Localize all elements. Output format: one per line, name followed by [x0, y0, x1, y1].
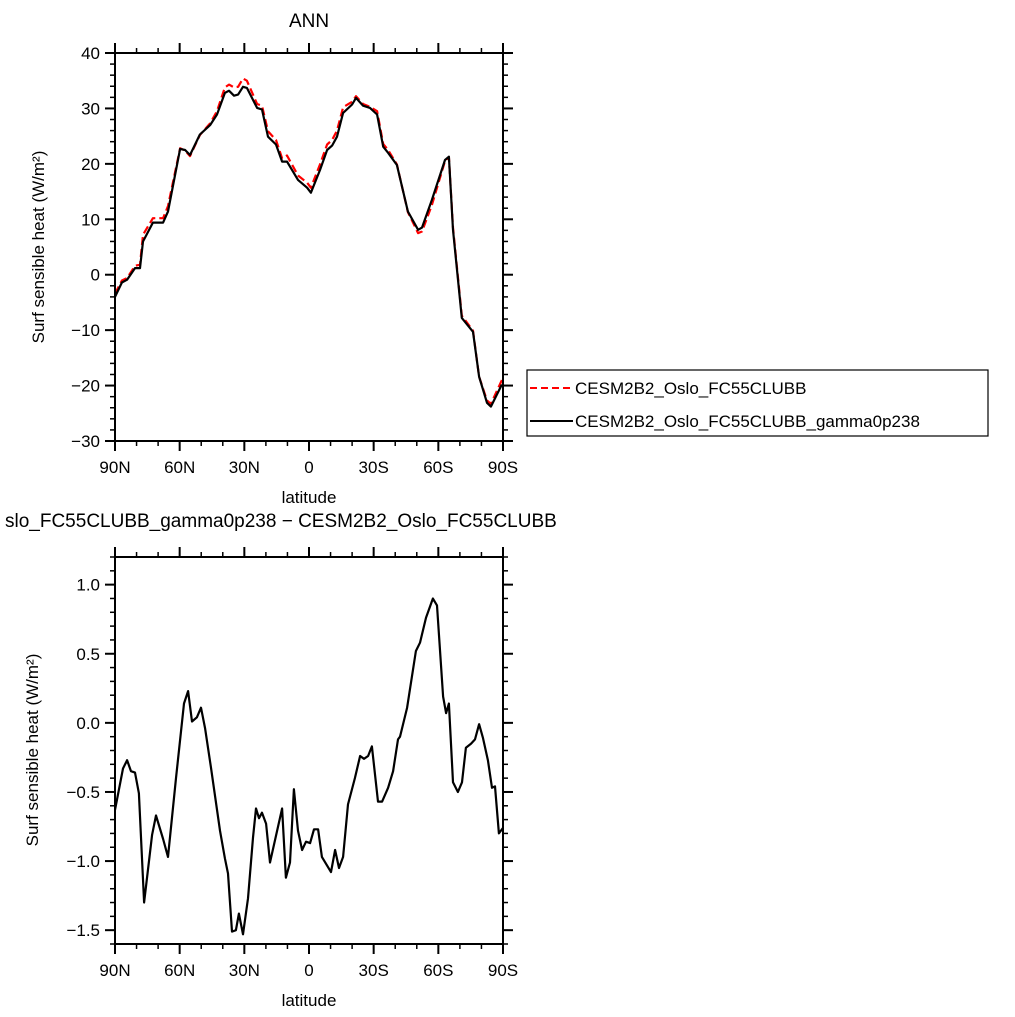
top-x-tick-label: 0 — [304, 458, 313, 477]
top-chart-title: ANN — [289, 11, 329, 32]
top-y-tick-label: 10 — [81, 210, 100, 229]
bottom-y-tick-label: −1.5 — [66, 921, 100, 940]
bottom-x-tick-label: 60S — [423, 961, 453, 980]
bottom-panel-difference: slo_FC55CLUBB_gamma0p238 − CESM2B2_Oslo_… — [5, 511, 557, 1010]
top-x-axis-label: latitude — [282, 488, 337, 507]
bottom-x-tick-label: 90S — [488, 961, 518, 980]
top-series-line-solid — [114, 85, 503, 408]
bottom-x-tick-label: 90N — [99, 961, 130, 980]
legend-label-control: CESM2B2_Oslo_FC55CLUBB — [575, 379, 806, 398]
top-series-line-dashed — [114, 77, 503, 405]
bottom-y-tick-label: 0.5 — [76, 645, 100, 664]
legend-box — [526, 369, 989, 437]
bottom-x-tick-label: 30N — [229, 961, 260, 980]
top-y-axis-label: Surf sensible heat (W/m²) — [29, 151, 48, 344]
bottom-y-tick-label: 0.0 — [76, 714, 100, 733]
top-y-tick-label: 30 — [81, 99, 100, 118]
bottom-x-tick-label: 60N — [164, 961, 195, 980]
top-y-tick-label: −10 — [71, 321, 100, 340]
bottom-plot-frame — [114, 556, 504, 945]
top-y-tick-label: 20 — [81, 155, 100, 174]
top-y-tick-label: −30 — [71, 432, 100, 451]
top-x-tick-label: 60S — [423, 458, 453, 477]
bottom-series-line-solid — [113, 597, 504, 936]
bottom-x-axis-label: latitude — [282, 991, 337, 1010]
bottom-y-tick-label: 1.0 — [76, 576, 100, 595]
top-x-tick-label: 90N — [99, 458, 130, 477]
legend: CESM2B2_Oslo_FC55CLUBB CESM2B2_Oslo_FC55… — [526, 369, 989, 437]
top-y-tick-label: 0 — [91, 266, 100, 285]
bottom-x-tick-label: 0 — [304, 961, 313, 980]
top-y-tick-label: −20 — [71, 377, 100, 396]
legend-label-gamma: CESM2B2_Oslo_FC55CLUBB_gamma0p238 — [575, 412, 920, 431]
bottom-y-tick-label: −1.0 — [66, 852, 100, 871]
top-plot-frame — [114, 52, 504, 442]
bottom-chart-title: slo_FC55CLUBB_gamma0p238 − CESM2B2_Oslo_… — [5, 511, 557, 532]
bottom-y-axis-label: Surf sensible heat (W/m²) — [23, 654, 42, 847]
bottom-y-tick-label: −0.5 — [66, 783, 100, 802]
top-x-tick-label: 90S — [488, 458, 518, 477]
bottom-x-tick-label: 30S — [359, 961, 389, 980]
top-x-tick-label: 30N — [229, 458, 260, 477]
top-x-tick-label: 60N — [164, 458, 195, 477]
top-panel-ann: ANN Surf sensible heat (W/m²) latitude 9… — [29, 11, 518, 507]
top-x-tick-label: 30S — [359, 458, 389, 477]
top-y-tick-label: 40 — [81, 44, 100, 63]
